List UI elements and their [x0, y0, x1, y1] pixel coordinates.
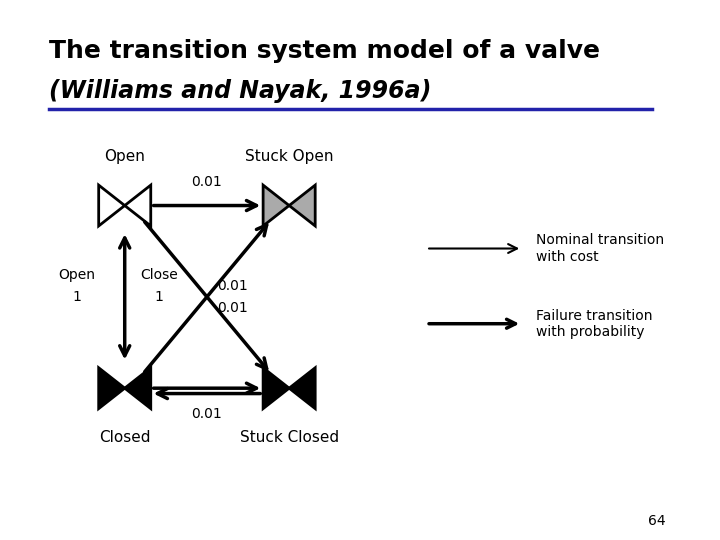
Text: The transition system model of a valve: The transition system model of a valve	[50, 39, 600, 63]
Polygon shape	[263, 368, 289, 409]
Polygon shape	[289, 185, 315, 226]
Text: 0.01: 0.01	[217, 301, 248, 315]
Text: Nominal transition
with cost: Nominal transition with cost	[536, 233, 664, 264]
Text: 0.01: 0.01	[217, 279, 248, 293]
Text: Stuck Open: Stuck Open	[245, 148, 333, 164]
Text: 1: 1	[155, 290, 163, 304]
Polygon shape	[289, 368, 315, 409]
Text: Failure transition
with probability: Failure transition with probability	[536, 309, 652, 339]
Polygon shape	[263, 185, 289, 226]
Polygon shape	[125, 368, 150, 409]
Text: Closed: Closed	[99, 430, 150, 445]
Text: 64: 64	[649, 514, 666, 528]
Text: 0.01: 0.01	[192, 407, 222, 421]
Text: 1: 1	[72, 290, 81, 304]
Polygon shape	[99, 368, 125, 409]
Text: (Williams and Nayak, 1996a): (Williams and Nayak, 1996a)	[50, 79, 432, 103]
Text: 0.01: 0.01	[192, 176, 222, 190]
Text: Open: Open	[58, 268, 95, 282]
Text: Stuck Closed: Stuck Closed	[240, 430, 338, 445]
Text: Open: Open	[104, 148, 145, 164]
Text: Close: Close	[140, 268, 178, 282]
